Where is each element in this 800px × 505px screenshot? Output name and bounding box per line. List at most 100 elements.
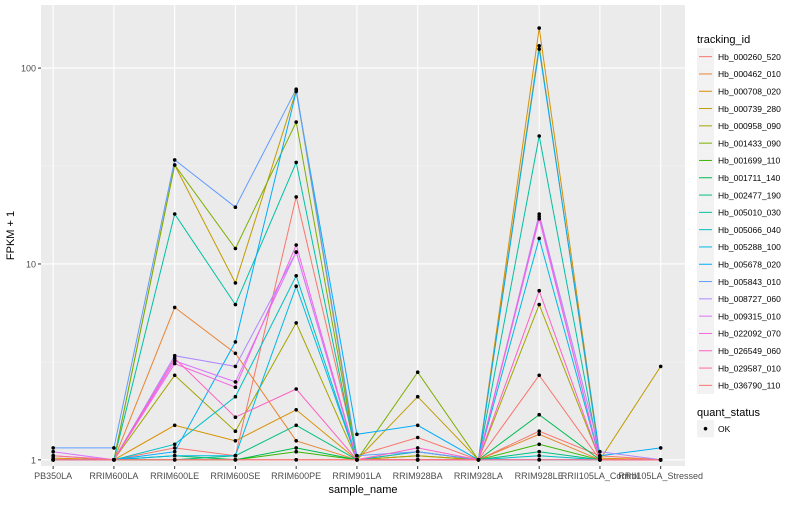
x-axis: PB350LA RRIM600LA RRIM600LE RRIM600SE RRIM60…: [34, 466, 703, 481]
x-tick-label: RRIM901LA: [332, 471, 381, 481]
legend-label: Hb_001699_110: [718, 156, 781, 166]
data-point: [294, 284, 299, 289]
data-point: [415, 423, 420, 428]
data-point: [112, 458, 116, 462]
y-tick-label: 1: [31, 455, 36, 465]
data-point: [51, 449, 55, 454]
legend-item: Hb_036790_110: [697, 376, 781, 394]
legend-label: Hb_026549_060: [718, 346, 781, 356]
data-point: [294, 446, 299, 450]
legend-item: Hb_002477_190: [697, 186, 781, 204]
y-tick-label: 10: [26, 259, 36, 269]
data-point: [415, 449, 420, 454]
data-point: [537, 442, 541, 447]
data-point: [172, 212, 177, 216]
data-point: [355, 432, 359, 437]
x-tick-label: RRIM928BA: [393, 471, 443, 481]
legend-item: Hb_001711_140: [697, 169, 781, 187]
data-point: [537, 412, 541, 417]
legend-label: Hb_005010_030: [718, 208, 781, 218]
legend-item: Hb_022092_070: [697, 324, 781, 343]
data-point: [294, 439, 299, 443]
legend-label: Hb_009315_010: [718, 311, 781, 321]
data-point: [537, 236, 541, 241]
legend-label: Hb_005066_040: [718, 225, 781, 235]
legend-label: Hb_005288_100: [718, 242, 781, 252]
data-point: [294, 87, 299, 91]
data-point: [172, 361, 177, 366]
legend-item: Hb_000462_010: [697, 65, 781, 83]
data-point: [172, 446, 177, 450]
data-point: [415, 370, 420, 375]
data-point: [294, 408, 299, 412]
legend-item: Hb_001699_110: [697, 151, 781, 170]
data-point: [537, 288, 541, 293]
data-point: [233, 205, 238, 209]
data-point: [172, 458, 177, 462]
data-point: [598, 449, 602, 454]
data-point: [172, 449, 177, 454]
data-point: [537, 134, 541, 138]
data-point: [294, 423, 299, 428]
data-point: [172, 353, 177, 358]
legend-quant-status: quant_status OK: [697, 407, 760, 438]
data-point: [415, 394, 420, 399]
data-points: [51, 26, 663, 462]
legend-tracking-id: tracking_id Hb_000260_520 Hb_000462_010 Hb…: [697, 34, 781, 394]
legend-label: Hb_002477_190: [718, 190, 781, 200]
plot-panel: [41, 5, 685, 466]
data-point: [172, 423, 177, 428]
data-point: [294, 458, 299, 462]
x-tick-label: RRIM600PE: [271, 471, 321, 481]
data-point: [112, 446, 116, 450]
data-point: [415, 458, 420, 462]
data-point: [294, 160, 299, 165]
data-point: [233, 429, 238, 434]
legend-item-quant-status: OK: [697, 420, 731, 438]
legend-label: Hb_008727_060: [718, 294, 781, 304]
legend-item: Hb_005288_100: [697, 238, 781, 256]
data-point: [294, 387, 299, 391]
data-point: [537, 432, 541, 437]
legend-label: Hb_005678_020: [718, 259, 781, 269]
legend-label: Hb_029587_010: [718, 363, 781, 373]
legend-item: Hb_005066_040: [697, 221, 781, 239]
data-point: [172, 305, 177, 310]
data-point: [658, 458, 663, 462]
data-point: [294, 449, 299, 454]
data-point: [658, 364, 663, 369]
data-point: [233, 281, 238, 285]
data-point: [233, 385, 238, 390]
data-point: [537, 373, 541, 378]
legend-item: Hb_005843_010: [697, 272, 781, 291]
legend-item: Hb_029587_010: [697, 359, 781, 377]
y-axis: 1 10 100: [21, 64, 41, 465]
legend-title: tracking_id: [697, 34, 750, 46]
data-point: [233, 394, 238, 399]
minor-grid: [41, 165, 685, 363]
x-tick-label: RRIM928LE: [515, 471, 564, 481]
legend-item: Hb_000708_020: [697, 82, 781, 100]
legend-point-icon: [703, 426, 708, 431]
data-point: [233, 351, 238, 356]
data-point: [51, 446, 55, 450]
data-point: [294, 243, 299, 247]
legend-item: Hb_001433_090: [697, 134, 781, 152]
data-point: [172, 163, 177, 167]
legend-label: Hb_005843_010: [718, 277, 781, 287]
data-point: [233, 364, 238, 369]
major-grid: [41, 5, 685, 466]
x-tick-label: RRIM928LA: [454, 471, 503, 481]
data-point: [172, 373, 177, 378]
legend-item: Hb_026549_060: [697, 342, 781, 360]
legend-label: Hb_001711_140: [718, 173, 781, 183]
data-point: [598, 453, 602, 458]
x-tick-label: RRIM600LE: [150, 471, 199, 481]
data-point: [294, 274, 299, 278]
data-point: [476, 458, 481, 462]
data-point: [233, 415, 238, 420]
x-tick-label: PB350LA: [34, 471, 72, 481]
x-tick-label: RRII105LA_Stressed: [618, 471, 703, 481]
data-point: [415, 453, 420, 458]
data-point: [537, 453, 541, 458]
